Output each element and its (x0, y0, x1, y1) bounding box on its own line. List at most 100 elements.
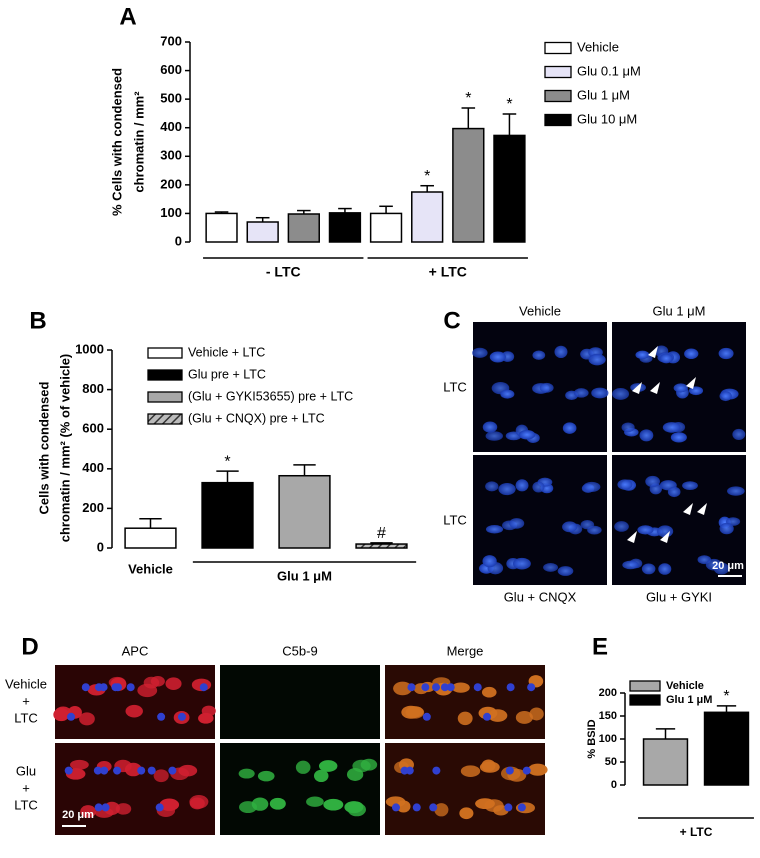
scale-bar-label: 20 μm (62, 809, 94, 821)
cell (79, 712, 95, 726)
nucleus (527, 683, 536, 692)
significance-marker: * (723, 688, 729, 705)
nucleus (100, 766, 109, 775)
bar (703, 711, 750, 786)
cell (614, 521, 629, 532)
cell (732, 428, 746, 440)
legend-swatch (629, 694, 661, 706)
cell (318, 760, 338, 772)
row-label: LTC (14, 710, 38, 725)
nucleus (522, 766, 531, 775)
cell (137, 683, 158, 698)
cell (488, 709, 508, 722)
cell (622, 560, 639, 570)
scale-bar-label: 20 μm (712, 560, 744, 572)
cell (115, 803, 132, 815)
micrograph (220, 665, 380, 739)
cell (201, 705, 216, 717)
cell (588, 353, 606, 366)
legend-swatch (544, 89, 572, 103)
legend-label: Glu pre + LTC (188, 367, 266, 381)
nucleus (81, 683, 90, 692)
y-tick-label: 0 (175, 233, 182, 248)
arrowhead (627, 531, 637, 543)
cell (451, 682, 470, 693)
cell (682, 481, 698, 491)
cell (583, 481, 601, 492)
cell (70, 759, 89, 770)
x-category-label: - LTC (266, 264, 301, 280)
nucleus (440, 683, 449, 692)
y-tick-label: 200 (82, 500, 104, 515)
cell (684, 348, 699, 360)
cell (257, 770, 275, 782)
cell (580, 519, 595, 530)
micrograph (220, 743, 380, 835)
cell (705, 558, 723, 571)
arrowhead (686, 377, 696, 389)
nucleus (446, 683, 455, 692)
legend-label: Glu 0.1 μM (577, 63, 641, 78)
y-axis-label: chromatin / mm² (% of vehicle) (57, 354, 72, 543)
row-label: + (22, 780, 30, 795)
y-tick-label: 700 (160, 33, 182, 48)
legend-label: Glu 1 μM (577, 87, 630, 102)
y-axis-label: Cells with condensed (36, 381, 51, 514)
nucleus (199, 683, 208, 692)
cell (295, 760, 311, 774)
cell (719, 391, 732, 402)
cell (485, 524, 504, 534)
cell (512, 557, 531, 570)
bar (328, 212, 362, 243)
bar (246, 221, 279, 243)
nucleus (99, 683, 108, 692)
cell (323, 798, 344, 811)
cell (637, 525, 654, 535)
bar (201, 481, 254, 549)
legend-swatch (544, 41, 572, 55)
cell (662, 422, 681, 433)
y-tick-label: 0 (611, 779, 617, 791)
cell (641, 563, 656, 575)
cell (617, 479, 633, 490)
cell (573, 388, 589, 398)
cell (482, 555, 497, 568)
column-title: Merge (447, 643, 484, 658)
cell (554, 345, 568, 359)
arrowhead (632, 382, 642, 394)
legend-label: Vehicle (577, 39, 619, 54)
micrograph (55, 665, 215, 739)
cell (489, 351, 506, 363)
legend-label: Glu 1 μM (666, 694, 712, 706)
nucleus (432, 683, 441, 692)
y-tick-label: 100 (599, 733, 617, 745)
legend-swatch (147, 347, 183, 359)
cell (457, 711, 473, 726)
column-title: C5b-9 (282, 643, 317, 658)
bar (287, 213, 320, 243)
nucleus (432, 766, 441, 775)
x-category-label: Vehicle (128, 561, 173, 576)
column-title: Glu + CNQX (504, 589, 577, 604)
nucleus (504, 803, 513, 812)
bar (493, 134, 526, 243)
cell (527, 763, 548, 776)
arrowhead (697, 503, 707, 515)
legend-swatch (147, 369, 183, 381)
column-title: APC (122, 643, 149, 658)
row-label: Vehicle (5, 676, 47, 691)
bar (452, 127, 485, 243)
cell (393, 681, 413, 696)
y-tick-label: 200 (599, 687, 617, 699)
cell (269, 797, 286, 810)
nucleus (126, 683, 135, 692)
cell (153, 769, 169, 783)
cell (125, 704, 143, 718)
cell (515, 479, 529, 492)
nucleus (113, 766, 122, 775)
y-tick-label: 300 (160, 148, 182, 163)
micrograph (55, 743, 215, 835)
y-axis-label: % BSID (586, 719, 598, 758)
cell (673, 383, 688, 393)
cell (639, 429, 654, 442)
